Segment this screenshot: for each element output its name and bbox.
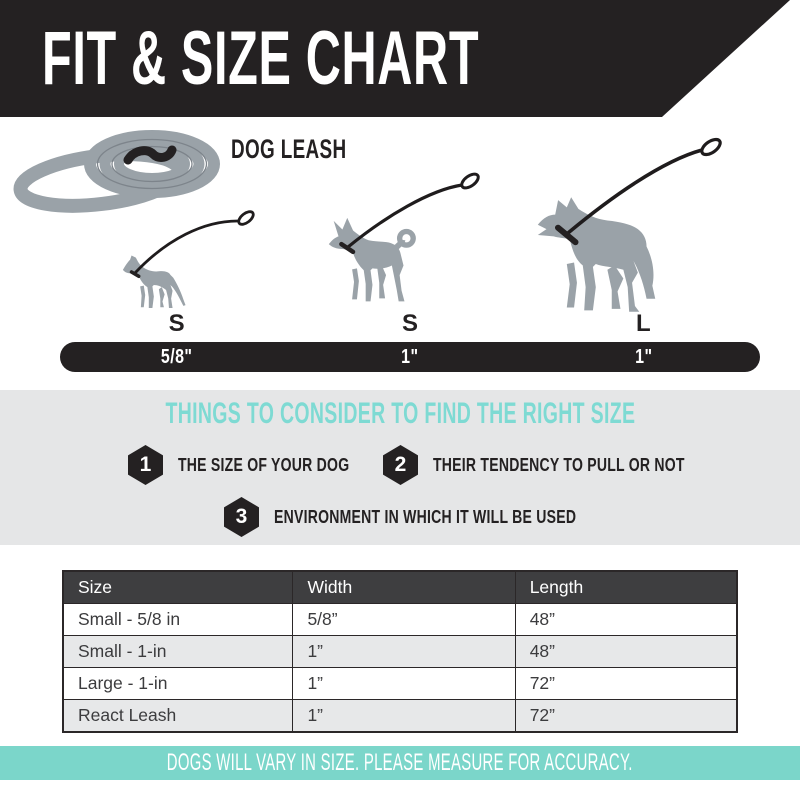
- leash-lines: [133, 137, 722, 274]
- dog-leash-illustration: [13, 130, 722, 312]
- step-1-hexagon-badge: 1: [128, 445, 163, 485]
- medium-dog-illustration: [328, 217, 416, 302]
- width-value-3: 1": [634, 345, 652, 368]
- footer-note: DOGS WILL VARY IN SIZE. PLEASE MEASURE F…: [167, 749, 633, 776]
- leash-clasp: [123, 145, 177, 165]
- table-row: Large - 1-in 1” 72”: [62, 667, 738, 700]
- consideration-item-2: 2 THEIR TENDENCY TO PULL OR NOT: [383, 445, 756, 485]
- column-header-length: Length: [514, 570, 738, 604]
- size-letter-large: L: [635, 310, 651, 337]
- step-3-hexagon-badge: 3: [224, 497, 259, 537]
- width-value-1: 5/8": [160, 345, 193, 368]
- width-bar: 5/8" 1" 1": [60, 342, 760, 372]
- consideration-item-3-label: ENVIRONMENT IN WHICH IT WILL BE USED: [274, 506, 577, 527]
- column-header-width: Width: [292, 570, 516, 604]
- page-title: FIT & SIZE CHART: [42, 16, 480, 101]
- table-row: Small - 1-in 1” 48”: [62, 635, 738, 668]
- width-value-2: 1": [401, 345, 419, 368]
- large-dog-illustration: [537, 197, 656, 312]
- considerations-heading: THINGS TO CONSIDER TO FIND THE RIGHT SIZ…: [165, 397, 635, 430]
- dog-collars: [129, 224, 579, 279]
- size-letter-small-1: S: [168, 310, 185, 337]
- table-header-row: Size Width Length: [62, 570, 738, 604]
- table-row: Small - 5/8 in 5/8” 48”: [62, 603, 738, 636]
- table-row: React Leash 1” 72”: [62, 699, 738, 733]
- header-banner: FIT & SIZE CHART: [0, 0, 790, 117]
- consideration-item-1: 1 THE SIZE OF YOUR DOG: [128, 445, 398, 485]
- footer-note-bar: DOGS WILL VARY IN SIZE. PLEASE MEASURE F…: [0, 746, 800, 780]
- small-dog-illustration: [122, 255, 186, 308]
- consideration-item-3: 3 ENVIRONMENT IN WHICH IT WILL BE USED: [224, 497, 661, 537]
- size-table: Size Width Length Small - 5/8 in 5/8” 48…: [62, 570, 738, 733]
- consideration-item-2-label: THEIR TENDENCY TO PULL OR NOT: [433, 454, 685, 475]
- step-2-hexagon-badge: 2: [383, 445, 418, 485]
- leash-coil-illustration: [13, 130, 220, 213]
- size-letter-small-2: S: [401, 310, 418, 337]
- size-letter-row: S S L: [60, 310, 760, 338]
- consideration-item-1-label: THE SIZE OF YOUR DOG: [178, 454, 350, 475]
- product-label: DOG LEASH: [231, 134, 347, 164]
- column-header-size: Size: [62, 570, 294, 604]
